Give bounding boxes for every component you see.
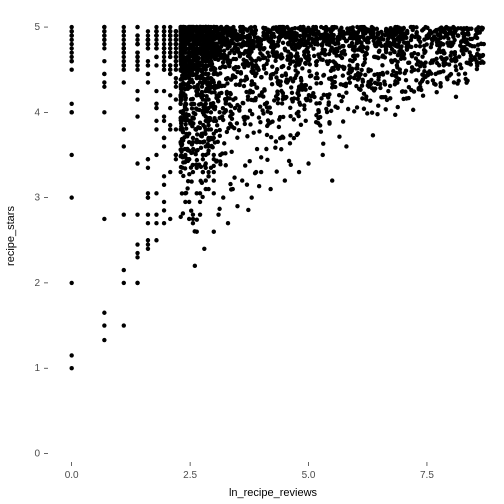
x-tick-label: 0.0 bbox=[65, 470, 79, 481]
y-axis-label: recipe_stars bbox=[5, 206, 17, 266]
y-tick-label: 0 bbox=[34, 448, 40, 459]
scatter-chart: 0.0 2.5 5.0 7.5 0 1 2 3 4 5 ln_recipe_reviews recip… bbox=[0, 0, 504, 504]
y-tick-label: 5 bbox=[34, 22, 40, 33]
x-axis-label: ln_recipe_reviews bbox=[229, 487, 318, 499]
y-tick-label: 3 bbox=[34, 193, 40, 204]
x-tick-label: 5.0 bbox=[302, 470, 316, 481]
y-tick-label: 2 bbox=[34, 278, 40, 289]
x-tick-label: 2.5 bbox=[183, 470, 197, 481]
chart-svg: 0.0 2.5 5.0 7.5 0 1 2 3 4 5 ln_recipe_reviews recip… bbox=[0, 0, 504, 504]
x-tick-label: 7.5 bbox=[420, 470, 434, 481]
y-tick-label: 1 bbox=[34, 363, 40, 374]
y-tick-label: 4 bbox=[34, 107, 40, 118]
